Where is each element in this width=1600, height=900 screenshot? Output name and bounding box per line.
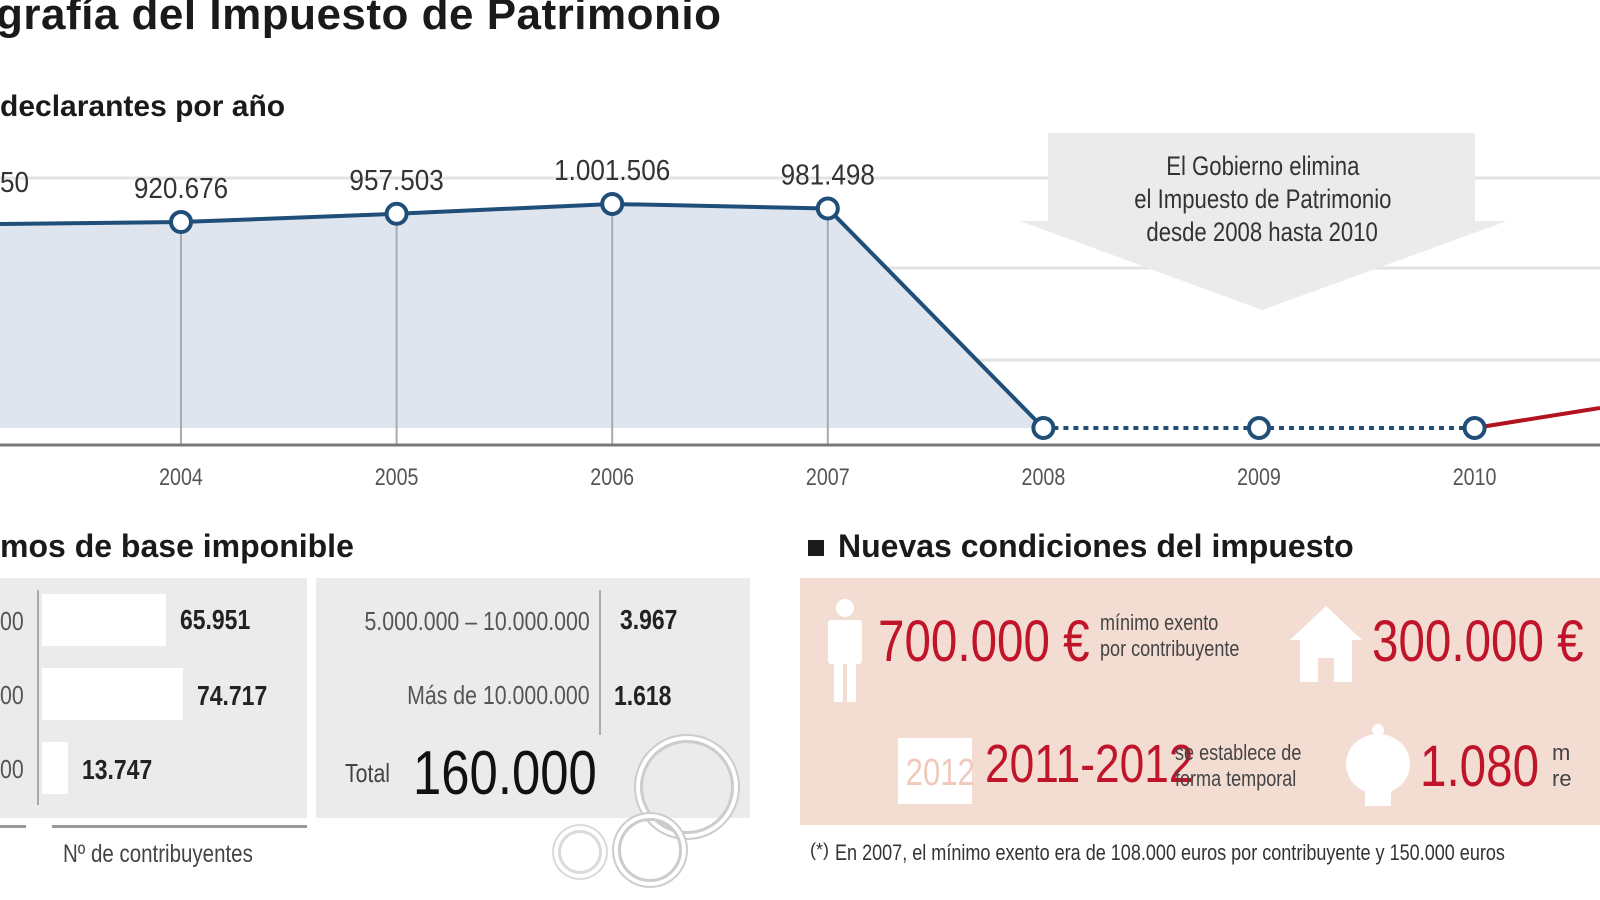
house-icon [1290, 606, 1362, 682]
jar-icon [1346, 724, 1410, 806]
data-point [384, 201, 409, 226]
axis-label: Nº de contribuyentes [63, 840, 253, 868]
data-label: 920.676 [134, 172, 228, 205]
x-tick-label: 2004 [159, 463, 203, 490]
euro-coin-icon [640, 740, 734, 834]
x-tick-label: 2008 [1022, 463, 1066, 490]
tramo-value: 13.747 [81, 754, 153, 785]
condicion-value: 1.080 [1420, 734, 1540, 799]
data-point [1247, 416, 1271, 440]
tramo-value: 3.967 [620, 604, 678, 635]
condicion-text: se establece de forma temporal [1175, 740, 1302, 791]
x-tick-label: 2005 [375, 463, 419, 490]
bullet-square-icon [808, 540, 824, 556]
annotation-line: El Gobierno elimina [1165, 151, 1360, 181]
data-label: 957.503 [349, 164, 443, 197]
data-point [1031, 416, 1056, 440]
divider [37, 590, 39, 805]
axis-line [0, 825, 26, 828]
area-fill [0, 203, 1044, 428]
tramo-label: Más de 10.000.000 [407, 680, 590, 710]
tramo-bar [42, 594, 167, 646]
tramo-label: 00 [0, 680, 24, 710]
euro-coin-icon [618, 818, 682, 882]
x-tick-label: 2009 [1237, 463, 1281, 490]
tramo-label: 00 [0, 606, 24, 636]
euro-coin-icon [558, 830, 602, 874]
chart-subtitle: declarantes por año [0, 90, 286, 123]
footnote-text: En 2007, el mínimo exento era de 108.000… [835, 840, 1506, 865]
data-label: 981.498 [781, 158, 875, 191]
total-label: Total [345, 758, 391, 788]
axis-line [52, 825, 307, 828]
calendar-icon: 2012 [898, 738, 975, 804]
divider [599, 590, 601, 735]
x-tick-label: 2010 [1453, 463, 1497, 490]
data-label: 50 [0, 166, 29, 199]
tramo-bar [42, 668, 183, 720]
condicion-value: 700.000 € [878, 609, 1090, 674]
tramos-title: mos de base imponible [0, 528, 354, 564]
condicion-value: 2011-2012 [985, 734, 1194, 794]
series-segment [396, 201, 613, 216]
total-value: 160.000 [413, 739, 597, 808]
x-tick-label: 2007 [806, 463, 850, 490]
data-label: 1.001.506 [554, 154, 670, 187]
data-point [1462, 416, 1487, 440]
annotation-line: el Impuesto de Patrimonio [1133, 184, 1392, 214]
data-point [169, 210, 193, 235]
tramo-label: 00 [0, 754, 24, 784]
data-point [600, 191, 625, 216]
annotation-arrow [1020, 133, 1507, 310]
footnote: (*) En 2007, el mínimo exento era de 108… [810, 840, 1600, 866]
declarantes-chart: 50 920.676 2004 957.503 2005 1.001.506 2006 981… [0, 154, 1600, 490]
series-segment [0, 220, 182, 227]
condicion-text: mínimo exento por contribuyente [1100, 610, 1240, 661]
tramo-bar [42, 742, 68, 794]
annotation-text: El Gobierno elimina el Impuesto de Patri… [1050, 150, 1475, 249]
condiciones-title: Nuevas condiciones del impuesto [838, 528, 1354, 564]
x-tick-label: 2006 [590, 463, 634, 490]
tramo-label: 5.000.000 – 10.000.000 [364, 606, 590, 636]
footnote-mark: (*) [810, 840, 829, 860]
series-segment-2011 [1474, 406, 1600, 430]
tramo-value: 1.618 [614, 680, 672, 711]
series-segment [612, 201, 828, 211]
person-icon [828, 599, 862, 702]
data-point [815, 196, 840, 221]
page-title: grafía del Impuesto de Patrimonio [0, 0, 722, 39]
condicion-value: 300.000 € [1372, 609, 1584, 674]
tramo-value: 74.717 [197, 680, 268, 711]
series-segment [826, 207, 1045, 430]
tramo-value: 65.951 [180, 604, 251, 635]
condicion-text: m re [1552, 740, 1572, 791]
series-segment [180, 211, 397, 225]
annotation-line: desde 2008 hasta 2010 [1146, 217, 1379, 247]
